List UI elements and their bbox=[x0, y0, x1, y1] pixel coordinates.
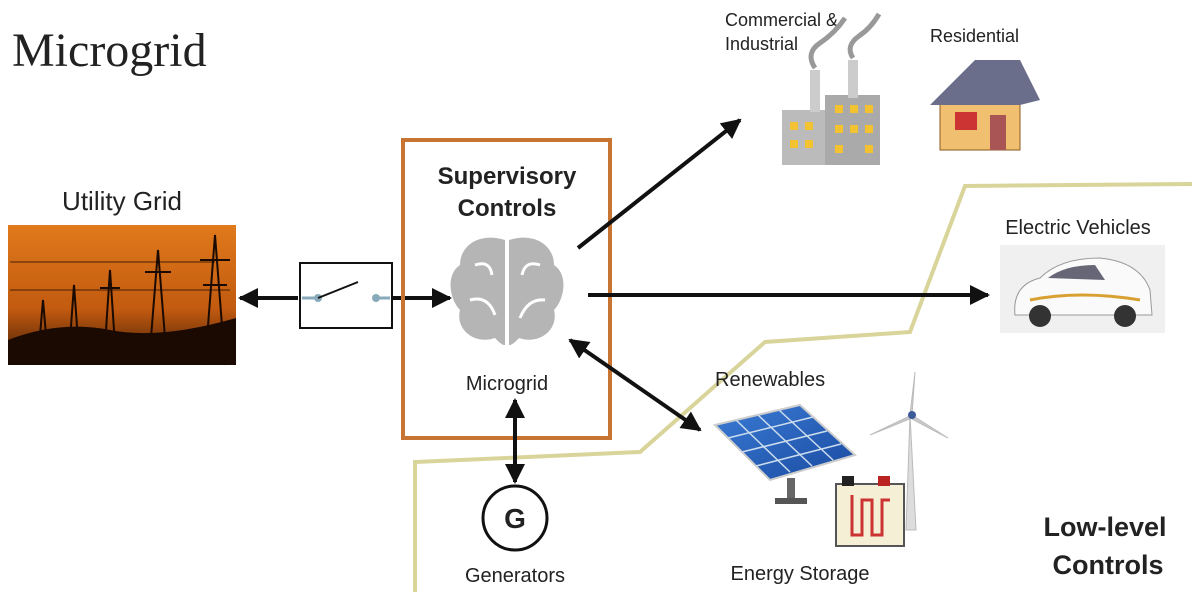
battery-icon bbox=[836, 476, 904, 546]
node-label: Renewables bbox=[715, 369, 825, 391]
microgrid-diagram: Microgrid Utility Grid Supervisory Contr… bbox=[0, 0, 1193, 594]
generator-letter: G bbox=[504, 503, 526, 534]
node-label: Energy Storage bbox=[731, 563, 870, 585]
node-label: Generators bbox=[465, 565, 565, 587]
node-label: Utility Grid bbox=[62, 186, 182, 216]
node-label: Electric Vehicles bbox=[1005, 217, 1151, 239]
solar-panel-icon bbox=[715, 405, 855, 504]
brain-icon bbox=[451, 238, 564, 345]
node-label: Commercial & bbox=[725, 10, 838, 30]
node-label: Industrial bbox=[725, 34, 798, 54]
house-icon bbox=[930, 60, 1040, 150]
node-label: Residential bbox=[930, 26, 1019, 46]
car-icon bbox=[1000, 245, 1165, 333]
node-label: Controls bbox=[458, 195, 557, 222]
arrow bbox=[570, 340, 700, 430]
node-label: Controls bbox=[1053, 550, 1164, 580]
node-label: Microgrid bbox=[466, 373, 548, 395]
page-title: Microgrid bbox=[12, 24, 207, 77]
node-label: Supervisory bbox=[438, 163, 577, 190]
utility-grid-image bbox=[8, 225, 236, 365]
node-label: Low-level bbox=[1043, 512, 1166, 542]
